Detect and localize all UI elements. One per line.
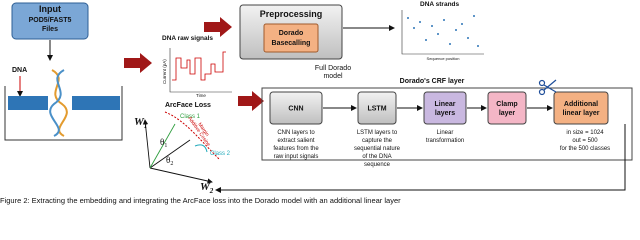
input-title: Input [39, 4, 61, 14]
arcface-title: ArcFace Loss [165, 102, 211, 109]
dna-helix [51, 69, 68, 137]
layer-label: Linear [434, 101, 455, 108]
signal-trace [172, 51, 226, 81]
strands-x-label: Sequence position [427, 56, 460, 61]
strand-points [407, 15, 479, 47]
layer-desc: of the DNA [362, 154, 391, 160]
crf-blocks: CNN CNN layers to extract salient features … [269, 91, 610, 168]
caption: Figure 2: Extracting the embedding and i… [0, 196, 401, 205]
feedback-arrow [215, 124, 626, 193]
layer-desc: CNN layers to [277, 130, 315, 136]
layer-label: CNN [288, 106, 303, 113]
layer-box [553, 91, 609, 125]
class2-arc [194, 144, 208, 153]
flow-arrow [124, 53, 152, 73]
layer-box [423, 91, 467, 125]
w2-sub: 2 [209, 187, 214, 195]
raw-y-label: Current (pA) [162, 59, 167, 84]
strands-title: DNA strands [420, 1, 460, 8]
w1-sub: 1 [144, 122, 148, 130]
signal-axes [169, 48, 232, 93]
page: {"input": {"title": "Input", "format": "… [0, 1, 633, 205]
theta1-sub: 1 [164, 143, 167, 149]
layer-desc: for the 500 classes [560, 146, 610, 152]
membrane [72, 96, 120, 110]
input-format: POD5/FAST5 [29, 17, 72, 24]
theta1: θ1 [160, 137, 167, 149]
dna-helix [49, 69, 65, 137]
input-files: Files [42, 26, 58, 33]
preprocessing-title: Preprocessing [260, 9, 323, 19]
arcface-vectors [142, 119, 213, 184]
layer-desc: features from the [273, 146, 319, 152]
membrane [8, 96, 48, 110]
layer-desc: out = 500 [572, 138, 598, 144]
layer-label: Clamp [496, 101, 517, 108]
crf-title: Dorado's CRF layer [400, 78, 465, 85]
layer-desc: sequence [364, 162, 391, 168]
crf-box [261, 87, 633, 161]
full-model-note: Full Dorado [315, 65, 351, 72]
layer-desc: in size = 1024 [566, 130, 604, 136]
class2-label: Class 2 [210, 151, 231, 157]
w2: W2 [200, 181, 214, 195]
theta2: θ2 [166, 155, 173, 167]
basecalling-box [263, 23, 319, 53]
basecalling-label: Basecalling [272, 40, 311, 47]
layer-desc: Linear [437, 130, 454, 136]
raw-title: DNA raw signals [162, 35, 213, 42]
input-box [11, 2, 89, 40]
figure: Input POD5/FAST5 Files DNA DNA raw signa… [0, 1, 633, 205]
layer-box [357, 91, 397, 125]
layer-desc: raw input signals [274, 154, 319, 160]
basecalling-label: Dorado [279, 30, 304, 37]
layer-desc: extract salient [277, 138, 314, 144]
theta2-letter: θ [166, 155, 170, 165]
theta2-sub: 2 [170, 161, 173, 167]
layer-box [269, 91, 323, 125]
layer-label: layers [435, 110, 455, 117]
layer-box [487, 91, 527, 125]
layer-desc: capture the [362, 138, 393, 144]
full-model-note: model [323, 73, 343, 80]
strands-axes [401, 10, 484, 55]
flow-arrow [204, 17, 232, 37]
layer-label: linear layer [563, 110, 600, 117]
layer-desc: transformation [426, 138, 464, 144]
theta1-letter: θ [160, 137, 164, 147]
layer-label: layer [499, 110, 516, 117]
layer-label: Additional [564, 101, 598, 108]
flow-arrow [238, 91, 264, 111]
w2-letter: W [200, 181, 211, 193]
w1: W1 [134, 116, 147, 130]
layer-desc: sequential nature [354, 146, 401, 152]
layer-desc: LSTM layers to [357, 130, 398, 136]
w1-letter: W [134, 116, 145, 128]
pore-container [4, 86, 123, 141]
class1-label: Class 1 [180, 114, 201, 120]
dna-label: DNA [12, 67, 27, 74]
scissors [538, 79, 557, 96]
layer-label: LSTM [367, 106, 386, 113]
raw-x-label: Time [196, 93, 206, 98]
